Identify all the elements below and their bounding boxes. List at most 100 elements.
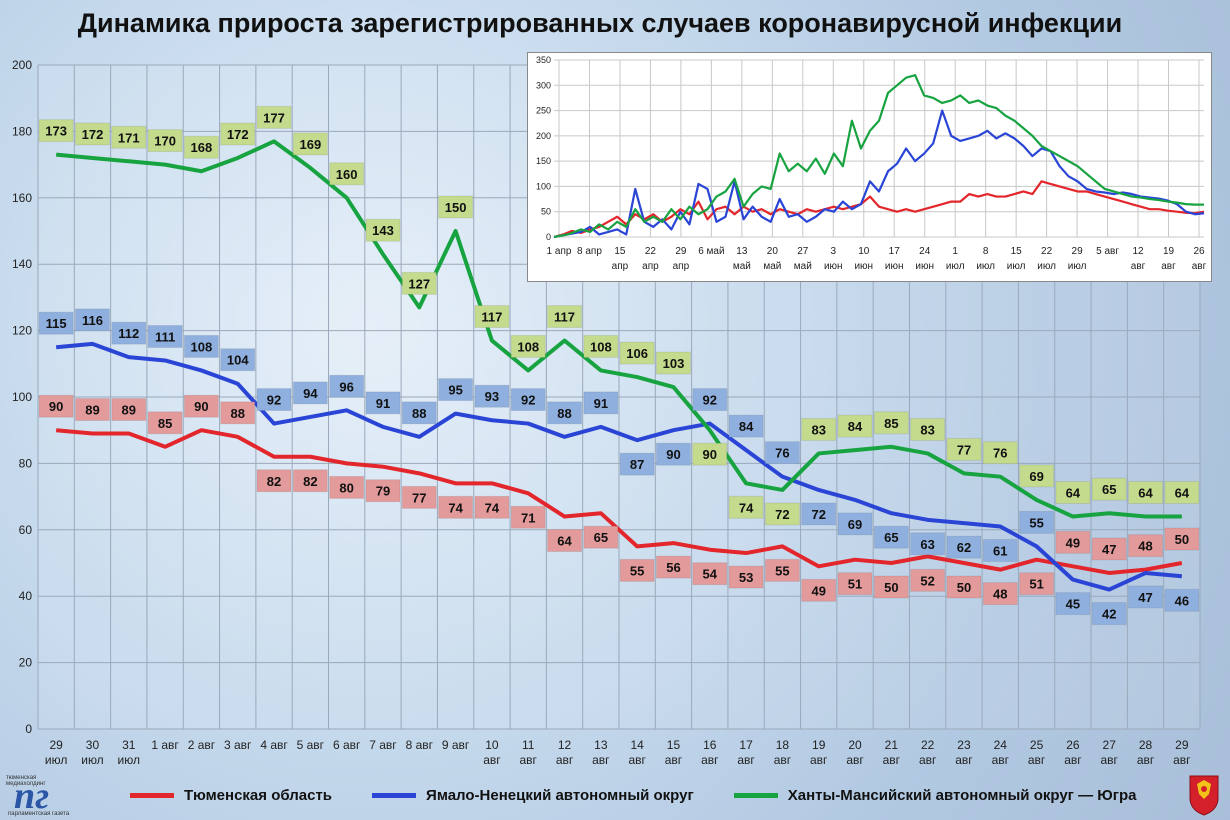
x-tick-label: авг [955, 753, 973, 767]
data-label-box [74, 308, 110, 332]
data-label: 65 [594, 530, 608, 545]
inset-x-tick-label: май [733, 261, 751, 272]
data-label-box [946, 535, 982, 559]
logo-bottom-text: парламентская газета [8, 811, 70, 817]
data-label-box [183, 394, 219, 418]
data-label-box [292, 469, 328, 493]
inset-x-tick-label: 13 [736, 246, 748, 257]
data-label: 53 [739, 570, 753, 585]
data-label-box [583, 525, 619, 549]
x-tick-label: июл [118, 753, 140, 767]
x-tick-label: 28 [1139, 738, 1153, 752]
inset-x-tick-label: 5 авг [1096, 246, 1119, 257]
y-tick-label: 140 [12, 257, 32, 271]
data-label-box [910, 417, 946, 441]
x-tick-label: 18 [776, 738, 790, 752]
data-label-box [474, 495, 510, 519]
x-tick-label: 5 авг [297, 738, 325, 752]
data-label-box [655, 442, 691, 466]
data-label: 49 [811, 583, 825, 598]
data-label: 50 [884, 580, 898, 595]
x-tick-label: авг [592, 753, 610, 767]
x-tick-label: авг [556, 753, 574, 767]
data-label: 56 [666, 560, 680, 575]
y-tick-label: 100 [12, 390, 32, 404]
data-label-box [183, 334, 219, 358]
data-label-box [438, 195, 474, 219]
x-tick-label: 23 [957, 738, 971, 752]
data-label-box [946, 575, 982, 599]
inset-x-tick-label: май [763, 261, 781, 272]
x-tick-label: 13 [594, 738, 608, 752]
data-label-box [510, 505, 546, 529]
legend-swatch-blue [372, 793, 417, 798]
data-label-box [728, 414, 764, 438]
data-label-box [1164, 527, 1200, 551]
inset-x-tick-label: апр [642, 261, 659, 272]
data-label-box [1055, 592, 1091, 616]
inset-y-tick-label: 250 [536, 106, 551, 116]
x-tick-label: 11 [522, 738, 535, 752]
inset-x-tick-label: апр [612, 261, 629, 272]
data-label: 50 [957, 580, 971, 595]
data-label: 77 [412, 490, 426, 505]
data-label: 49 [1066, 535, 1080, 550]
data-label: 85 [158, 416, 172, 431]
inset-x-tick-label: 20 [767, 246, 779, 257]
data-label: 106 [626, 346, 648, 361]
inset-chart-panel: 0 50 100 150 200 250 300 350 1 апр 8 апр 15 апр 22 ап… [527, 52, 1212, 282]
data-label: 84 [848, 419, 863, 434]
x-tick-label: 7 авг [369, 738, 397, 752]
data-label-box [74, 122, 110, 146]
data-label: 51 [848, 577, 862, 592]
x-tick-label: авг [919, 753, 937, 767]
inset-y-tick-label: 50 [541, 207, 551, 217]
data-label-box [1128, 534, 1164, 558]
data-label-box [256, 388, 292, 412]
data-label: 92 [267, 393, 281, 408]
data-label: 76 [775, 446, 789, 461]
x-tick-label: авг [701, 753, 719, 767]
x-tick-label: 19 [812, 738, 826, 752]
data-label: 117 [481, 310, 502, 325]
inset-x-tick-label: 6 май [698, 246, 724, 257]
data-label-box [329, 475, 365, 499]
data-label: 64 [1066, 486, 1081, 501]
data-label: 88 [230, 406, 244, 421]
legend: Тюменская область Ямало-Ненецкий автоном… [130, 787, 1176, 804]
inset-y-tick-label: 150 [536, 156, 551, 166]
logo: тюменская медиахолдинг пг парламентская … [6, 775, 76, 817]
x-tick-label: 22 [921, 738, 935, 752]
legend-label-green: Ханты-Мансийский автономный округ — Югра [787, 787, 1137, 804]
data-label: 87 [630, 457, 644, 472]
data-label: 47 [1138, 590, 1152, 605]
inset-x-tick-label: 10 [858, 246, 870, 257]
data-label-box [256, 105, 292, 129]
data-label: 169 [299, 137, 321, 152]
data-label-box [74, 398, 110, 422]
data-label-box [982, 538, 1018, 562]
data-label: 48 [1138, 539, 1152, 554]
data-label-box [220, 122, 256, 146]
x-tick-label: авг [774, 753, 792, 767]
logo-top-text: тюменская медиахолдинг [6, 775, 46, 787]
data-label-box [1164, 481, 1200, 505]
data-label: 74 [448, 500, 463, 515]
data-label-box [910, 568, 946, 592]
data-label-box [1019, 464, 1055, 488]
inset-x-tick-label: апр [673, 261, 690, 272]
inset-x-tick-label: май [794, 261, 812, 272]
data-label: 83 [811, 422, 825, 437]
inset-x-tick-label: 22 [1041, 246, 1053, 257]
inset-x-tick-label: июн [854, 261, 873, 272]
data-label-box [1091, 602, 1127, 626]
legend-label-red: Тюменская область [184, 787, 333, 804]
data-label: 64 [1138, 486, 1153, 501]
data-label: 88 [412, 406, 426, 421]
x-tick-label: 10 [485, 738, 499, 752]
data-label-box [38, 311, 74, 335]
data-label-box [692, 442, 728, 466]
data-label-box [655, 555, 691, 579]
x-tick-label: 2 авг [188, 738, 216, 752]
inset-x-tick-label: июн [915, 261, 934, 272]
